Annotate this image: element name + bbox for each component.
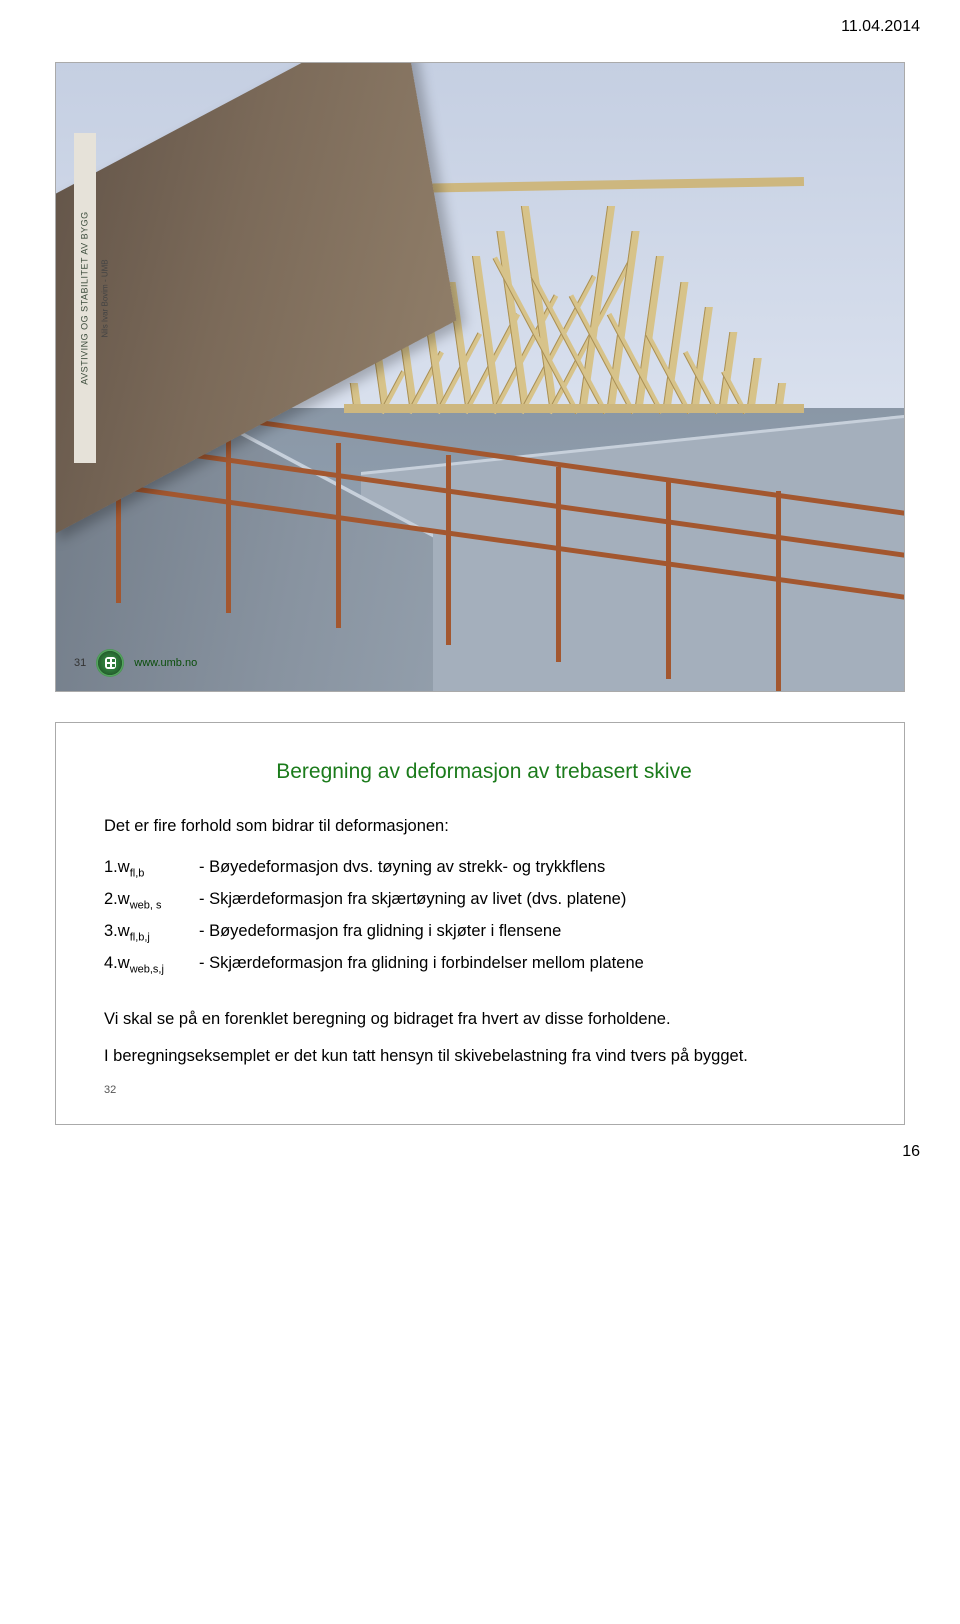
page-number: 16 xyxy=(0,1135,960,1181)
slide-sidebar-sub: Nils Ivar Bovim - UMB xyxy=(98,133,112,463)
definition-row: 2.wweb, s- Skjærdeformasjon fra skjærtøy… xyxy=(104,888,864,914)
definition-value: - Skjærdeformasjon fra glidning i forbin… xyxy=(199,952,864,978)
seal-icon xyxy=(96,649,124,677)
sidebar-sublabel: Nils Ivar Bovim - UMB xyxy=(101,259,110,337)
slide-url: www.umb.no xyxy=(134,657,197,669)
outro-1: Vi skal se på en forenklet beregning og … xyxy=(104,1008,864,1031)
definition-value: - Bøyedeformasjon fra glidning i skjøter… xyxy=(199,920,864,946)
definition-key: 1.wfl,b xyxy=(104,856,199,882)
sidebar-label: AVSTIVING OG STABILITET AV BYGG xyxy=(80,211,90,384)
slide-32-text: Beregning av deformasjon av trebasert sk… xyxy=(55,722,905,1125)
definition-row: 3.wfl,b,j- Bøyedeformasjon fra glidning … xyxy=(104,920,864,946)
slide-sidebar: AVSTIVING OG STABILITET AV BYGG xyxy=(74,133,96,463)
definition-value: - Skjærdeformasjon fra skjærtøyning av l… xyxy=(199,888,864,914)
slide-31-illustration: AVSTIVING OG STABILITET AV BYGG Nils Iva… xyxy=(55,62,905,692)
definition-key: 2.wweb, s xyxy=(104,888,199,914)
definition-row: 1.wfl,b- Bøyedeformasjon dvs. tøyning av… xyxy=(104,856,864,882)
page-date: 11.04.2014 xyxy=(0,0,960,42)
slide-number: 32 xyxy=(104,1083,864,1099)
definition-row: 4.wweb,s,j- Skjærdeformasjon fra glidnin… xyxy=(104,952,864,978)
outro-2: I beregningseksemplet er det kun tatt he… xyxy=(104,1045,864,1068)
definition-key: 4.wweb,s,j xyxy=(104,952,199,978)
definition-key: 3.wfl,b,j xyxy=(104,920,199,946)
slide-title: Beregning av deformasjon av trebasert sk… xyxy=(104,757,864,787)
definition-list: 1.wfl,b- Bøyedeformasjon dvs. tøyning av… xyxy=(104,856,864,978)
slide-number: 31 xyxy=(74,657,86,669)
intro-text: Det er fire forhold som bidrar til defor… xyxy=(104,815,864,838)
definition-value: - Bøyedeformasjon dvs. tøyning av strekk… xyxy=(199,856,864,882)
